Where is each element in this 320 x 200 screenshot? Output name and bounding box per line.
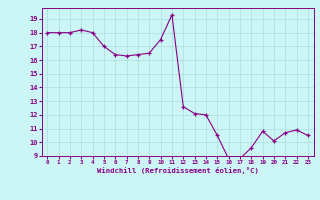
X-axis label: Windchill (Refroidissement éolien,°C): Windchill (Refroidissement éolien,°C) — [97, 167, 259, 174]
